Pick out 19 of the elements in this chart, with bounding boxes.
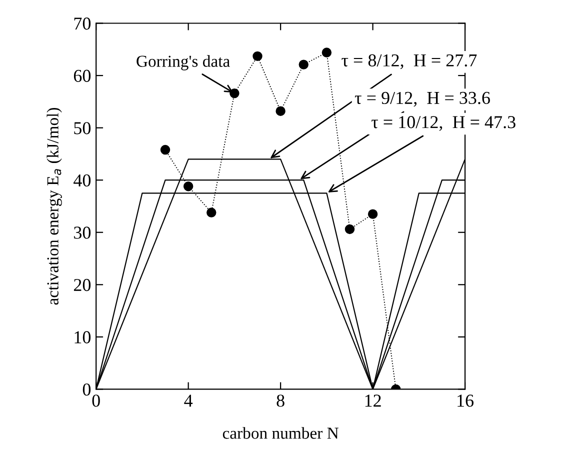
- y-tick-label: 50: [74, 122, 91, 134]
- annotation: τ = 10/12, H = 47.3: [372, 116, 516, 131]
- x-axis-title: carbon number N: [222, 427, 338, 439]
- x-tick-label: 12: [365, 394, 381, 407]
- y-tick-label: 10: [74, 331, 91, 344]
- y-tick-label: 0: [82, 383, 91, 396]
- annotation: τ = 9/12, H = 33.6: [354, 92, 490, 107]
- y-tick-label: 20: [74, 278, 91, 292]
- y-tick-label: 30: [74, 226, 91, 239]
- x-tick-label: 16: [458, 394, 474, 407]
- x-tick-label: 4: [184, 394, 193, 407]
- annotation: Gorring's data: [136, 55, 230, 70]
- y-tick-label: 40: [74, 174, 91, 187]
- y-tick-label: 70: [74, 18, 91, 30]
- annotation: τ = 8/12, H = 27.7: [342, 54, 477, 70]
- y-tick-label: 60: [74, 70, 91, 82]
- y-axis-title: activation energy E$_{a}$ (kJ/mol): [46, 108, 62, 305]
- x-tick-label: 0: [92, 394, 100, 407]
- x-tick-label: 8: [276, 394, 284, 407]
